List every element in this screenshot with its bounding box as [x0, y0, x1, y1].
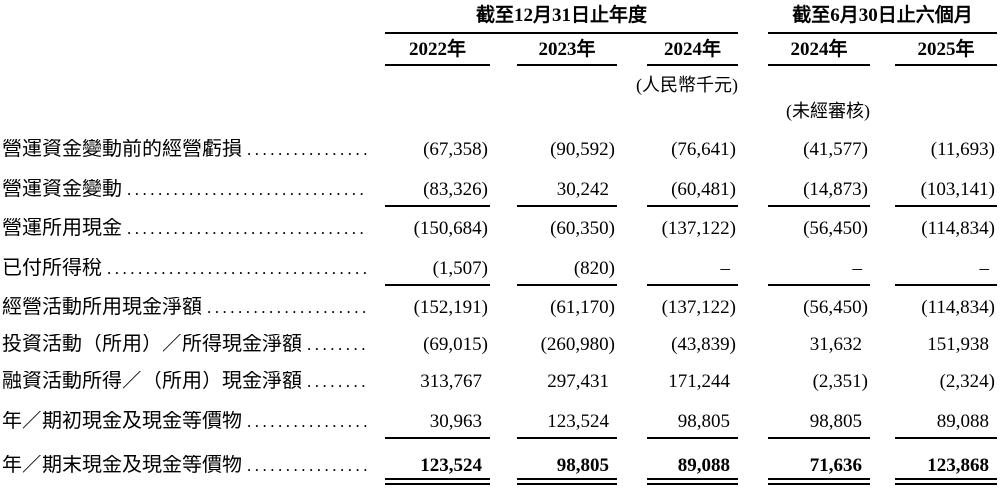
row-label-cell: 營運資金變動前的經營虧損............................… [0, 139, 368, 165]
row-label: 年／期初現金及現金等價物 [2, 411, 242, 432]
value-cell: (76,641) [671, 139, 736, 160]
value-cell: 30,242 [517, 180, 617, 207]
value-cell: 30,963 [385, 412, 490, 439]
row-label: 年／期末現金及現金等價物 [2, 455, 242, 476]
row-label-cell: 營運資金變動..................................… [0, 179, 368, 207]
dot-leader: ........................................… [127, 219, 368, 238]
dot-leader: ........................................… [127, 180, 368, 199]
column-group-header-annual: 截至12月31日止年度 [385, 6, 738, 34]
row-label: 已付所得稅 [2, 258, 102, 279]
value-cell: – [647, 259, 738, 286]
row-label-cell: 年／期末現金及現金等價物............................… [0, 455, 368, 485]
table-row: 經營活動所用現金淨額..............................… [0, 286, 1000, 323]
row-label-cell: 已付所得稅...................................… [0, 258, 368, 286]
value-cell: 98,805 [768, 412, 870, 439]
table-row: 投資活動（所用）／所得現金淨額.........................… [0, 323, 1000, 360]
value-cell: (114,834) [921, 218, 995, 239]
value-cell: (137,122) [661, 218, 736, 239]
value-cell: (60,481) [647, 180, 738, 207]
value-cell: 123,524 [385, 456, 490, 485]
value-cell: (56,450) [803, 297, 868, 318]
value-cell: (152,191) [413, 297, 488, 318]
table-row: 營運資金變動前的經營虧損............................… [0, 128, 1000, 165]
table-row: 營運所用現金..................................… [0, 207, 1000, 244]
column-header-2024-annual: 2024年 [647, 40, 738, 66]
value-cell: (820) [517, 259, 617, 286]
value-cell: (69,015) [423, 334, 488, 355]
value-cell: (41,577) [803, 139, 868, 160]
value-cell: (83,326) [385, 180, 490, 207]
column-header-2025-interim: 2025年 [895, 40, 997, 66]
value-cell: (260,980) [540, 334, 615, 355]
row-label-cell: 投資活動（所用）／所得現金淨額.........................… [0, 334, 368, 360]
dot-leader: ........................................… [247, 412, 368, 431]
currency-unit-note: (人民幣千元) [636, 75, 738, 95]
table-row: 營運資金變動..................................… [0, 165, 1000, 207]
value-cell: (114,834) [921, 297, 995, 318]
value-cell: 98,805 [647, 412, 738, 439]
value-cell: 171,244 [668, 371, 730, 392]
value-cell: 151,938 [927, 334, 989, 355]
value-cell: 71,636 [768, 456, 870, 485]
table-row-total: 年／期末現金及現金等價物............................… [0, 439, 1000, 485]
column-header-2023: 2023年 [517, 40, 617, 66]
row-label-cell: 融資活動所得／（所用）現金淨額.........................… [0, 371, 368, 397]
column-group-header-interim: 截至6月30日止六個月 [768, 6, 997, 34]
row-label-cell: 經營活動所用現金淨額..............................… [0, 297, 368, 323]
value-cell: (14,873) [768, 180, 870, 207]
value-cell: – [768, 259, 870, 286]
column-header-2024-interim: 2024年 [768, 40, 870, 66]
value-cell: (60,350) [550, 218, 615, 239]
value-cell: 31,632 [809, 334, 862, 355]
value-cell: (1,507) [385, 259, 490, 286]
value-cell: 313,767 [420, 371, 482, 392]
unaudited-note: (未經審核) [786, 101, 870, 121]
value-cell: (90,592) [550, 139, 615, 160]
row-label: 營運資金變動 [2, 179, 122, 200]
value-cell: (150,684) [413, 218, 488, 239]
dot-leader: ........................................… [307, 372, 368, 391]
value-cell: (43,839) [671, 334, 736, 355]
value-cell: 89,088 [895, 412, 997, 439]
value-cell: 297,431 [547, 371, 609, 392]
value-cell: (11,693) [930, 139, 995, 160]
value-cell: (56,450) [803, 218, 868, 239]
row-label-cell: 營運所用現金..................................… [0, 218, 368, 244]
value-cell: (2,324) [939, 371, 995, 392]
row-label: 融資活動所得／（所用）現金淨額 [2, 371, 302, 392]
row-label: 經營活動所用現金淨額 [2, 297, 202, 318]
value-cell: (103,141) [895, 180, 997, 207]
value-cell: (2,351) [812, 371, 868, 392]
dot-leader: ........................................… [207, 298, 368, 317]
value-cell: 89,088 [647, 456, 738, 485]
table-row: 融資活動所得／（所用）現金淨額.........................… [0, 360, 1000, 397]
value-cell: 98,805 [517, 456, 617, 485]
table-row: 已付所得稅...................................… [0, 244, 1000, 286]
row-label-cell: 年／期初現金及現金等價物............................… [0, 411, 368, 439]
value-cell: (67,358) [423, 139, 488, 160]
value-cell: 123,868 [895, 456, 997, 485]
row-label: 投資活動（所用）／所得現金淨額 [2, 334, 302, 355]
value-cell: (137,122) [661, 297, 736, 318]
row-label: 營運資金變動前的經營虧損 [2, 139, 242, 160]
dot-leader: ........................................… [307, 335, 368, 354]
column-header-2022: 2022年 [385, 40, 490, 66]
row-label: 營運所用現金 [2, 218, 122, 239]
table-body: 營運資金變動前的經營虧損............................… [0, 128, 1000, 485]
dot-leader: ........................................… [247, 456, 368, 475]
dot-leader: ........................................… [107, 259, 368, 278]
value-cell: – [895, 259, 997, 286]
value-cell: (61,170) [550, 297, 615, 318]
value-cell: 123,524 [517, 412, 617, 439]
dot-leader: ........................................… [247, 140, 368, 159]
table-row: 年／期初現金及現金等價物............................… [0, 397, 1000, 439]
